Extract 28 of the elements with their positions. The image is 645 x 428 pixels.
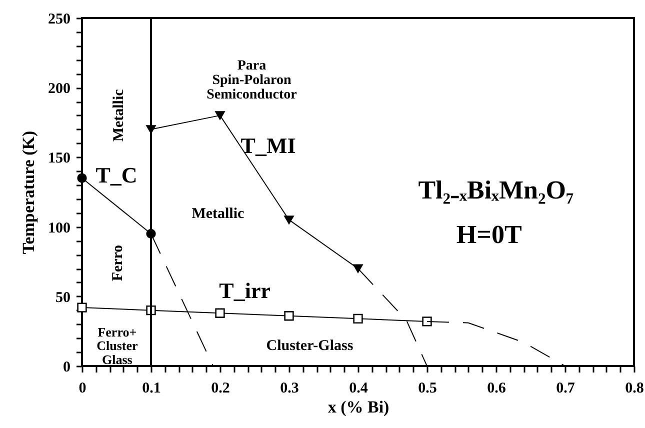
x-axis-title: x (% Bi) [328,398,390,416]
x-tick-label: 0.1 [142,380,161,396]
x-tick-label: 0.6 [487,380,506,396]
y-tick-label: 200 [48,81,70,98]
x-tick-label: 0.5 [418,380,437,396]
y-tick-label: 250 [48,12,70,28]
y-tick-label: 0 [63,360,70,376]
x-tick-label: 0.4 [349,380,368,396]
annotation: T_MI [240,133,296,158]
annotation: Metallic [110,88,127,142]
annotation: Tl₂₋ₓBiₓMn₂O₇ [418,176,574,205]
annotation: T_irr [219,278,271,303]
annotation: Ferro [110,244,126,282]
annotation: H=0T [456,220,522,250]
x-tick-label: 0.3 [280,380,299,396]
x-tick-label: 0 [78,380,86,396]
annotation: Para Spin-Polaron Semiconductor [206,58,297,103]
x-tick-label: 0.8 [625,380,644,396]
annotation: Ferro+ Cluster Glass [96,324,138,367]
y-tick-label: 100 [48,220,70,236]
y-tick-label: 150 [48,150,70,167]
x-tick-label: 0.2 [211,380,230,396]
annotation: Metallic [192,206,244,222]
x-tick-label: 0.7 [556,380,576,396]
annotation: T_C [96,162,138,188]
y-axis-title: Temperature (K) [19,130,38,254]
annotation: Cluster-Glass [266,338,354,354]
y-tick-label: 50 [56,290,70,306]
